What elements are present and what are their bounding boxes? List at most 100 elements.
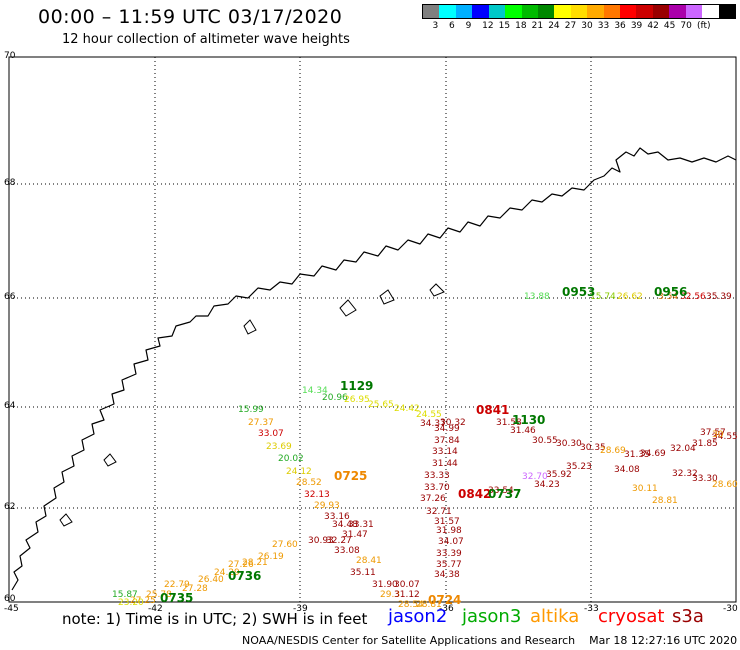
- swh-label: 33.30: [692, 474, 718, 484]
- swh-label: 28.41: [356, 556, 382, 566]
- colorbar-label: 18: [515, 21, 527, 31]
- swh-label: 28.81: [416, 600, 442, 610]
- map-subtitle: 12 hour collection of altimeter wave hei…: [62, 32, 350, 47]
- swh-label: 32.32: [672, 469, 698, 479]
- colorbar-cell: [570, 5, 588, 18]
- colorbar-label: 70: [680, 21, 692, 31]
- pass-time-label: 0841: [476, 403, 510, 417]
- swh-label: 31.44: [432, 459, 458, 469]
- lon-label-minus39: -39: [293, 604, 308, 614]
- colorbar-label: 33: [597, 21, 610, 31]
- swh-label: 33.08: [334, 546, 360, 556]
- swh-label: 3.54: [658, 292, 679, 302]
- pass-time-label: 0956: [654, 285, 688, 299]
- colorbar-cell: [423, 5, 440, 18]
- swh-label: 23.69: [266, 442, 292, 452]
- colorbar-cell: [537, 5, 555, 18]
- swh-label: 30.55: [532, 436, 558, 446]
- swh-label: 26.40: [198, 575, 224, 585]
- colorbar-cell: [455, 5, 473, 18]
- colorbar-label: 30: [581, 21, 593, 31]
- coast-islands: [59, 283, 445, 527]
- swh-label: 15.74: [590, 292, 616, 302]
- swh-label: 23.20: [118, 598, 144, 608]
- colorbar-cell: [521, 5, 538, 18]
- pass-time-label: 0735: [160, 591, 194, 605]
- lat-label-70: 70: [4, 51, 16, 61]
- swh-label: 28.54: [398, 600, 424, 610]
- swh-label: 20.02: [278, 454, 304, 464]
- swh-label: 31.98: [436, 526, 462, 536]
- swh-label: 32.70: [522, 472, 548, 482]
- swh-label: 15.87: [112, 590, 138, 600]
- pass-time-label: 1130: [512, 413, 546, 427]
- swh-label: 27.26: [228, 560, 254, 570]
- swh-label: 33.33: [424, 471, 450, 481]
- credit-org: NOAA/NESDIS Center for Satellite Applica…: [242, 634, 576, 647]
- swh-label: 24.12: [286, 467, 312, 477]
- lat-label-62: 62: [4, 502, 16, 512]
- swh-label: 31.35: [624, 450, 650, 460]
- pass-time-label: 0737: [488, 487, 522, 501]
- swh-label: 34.69: [640, 449, 666, 459]
- colorbar-cell: [652, 5, 670, 18]
- swh-label: 15.99: [238, 405, 264, 415]
- swh-label: 31.57: [434, 517, 460, 527]
- lon-label-minus45: -45: [4, 604, 19, 614]
- colorbar-label: 12: [482, 21, 494, 31]
- lat-label-66: 66: [4, 292, 16, 302]
- swh-label: 37.57: [700, 428, 726, 438]
- swh-label: 26.62: [617, 292, 643, 302]
- lat-label-64: 64: [4, 401, 16, 411]
- swh-label: 32.04: [670, 444, 696, 454]
- swh-label: 27.37: [248, 418, 274, 428]
- lon-label-minus33: -33: [584, 604, 599, 614]
- swh-label: 34.07: [438, 537, 464, 547]
- swh-label: 28.81: [652, 496, 678, 506]
- swh-label: 31.47: [342, 530, 368, 540]
- swh-label: 34.38: [434, 570, 460, 580]
- map-title: 00:00 – 11:59 UTC 03/17/2020: [38, 6, 343, 28]
- swh-label: 31.58: [496, 418, 522, 428]
- swh-label: 32.71: [426, 507, 452, 517]
- greenland-coastline: [11, 147, 737, 591]
- lon-label-minus30: -30: [723, 604, 738, 614]
- swh-label: 30.11: [632, 484, 658, 494]
- swh-label: 34.48: [332, 520, 358, 530]
- swh-label: 34.55: [712, 432, 738, 442]
- colorbar-label: 15: [498, 21, 511, 31]
- swh-label: 31.46: [510, 426, 536, 436]
- colorbar-cell: [718, 5, 736, 18]
- swh-label: 33.39: [436, 549, 462, 559]
- swh-label: 29.3: [380, 590, 401, 600]
- map-frame: [8, 56, 737, 603]
- swh-label: 14.34: [302, 386, 328, 396]
- pass-time-label: 0725: [334, 469, 368, 483]
- lat-label-68: 68: [4, 178, 16, 188]
- swh-label: 22.79: [164, 580, 190, 590]
- colorbar-cell: [472, 5, 489, 18]
- pass-time-label: 0842: [458, 487, 492, 501]
- colorbar-cell: [488, 5, 506, 18]
- swh-label: 30: [712, 430, 724, 440]
- swh-label: 34.23: [534, 480, 560, 490]
- swh-label: 32.27: [326, 536, 352, 546]
- wave-height-colorbar: [422, 4, 736, 19]
- pass-time-label: 0724: [428, 593, 462, 607]
- colorbar-label: 39: [630, 21, 643, 31]
- legend-jason2: jason2: [388, 606, 448, 627]
- swh-label: 27.28: [182, 584, 208, 594]
- swh-label: 30.93: [308, 536, 334, 546]
- colorbar-label: 27: [564, 21, 577, 31]
- swh-label: 30.07: [394, 580, 420, 590]
- swh-label: 37.26: [420, 494, 446, 504]
- swh-label: 33.14: [432, 447, 458, 457]
- swh-label: 34.99: [434, 424, 460, 434]
- swh-label: 30.32: [440, 418, 466, 428]
- swh-label: 26.19: [258, 552, 284, 562]
- swh-label: 31.90: [372, 580, 398, 590]
- swh-label: 35.77: [436, 560, 462, 570]
- colorbar-label: 36: [614, 21, 626, 31]
- colorbar-cell: [587, 5, 604, 18]
- colorbar-cell: [685, 5, 703, 18]
